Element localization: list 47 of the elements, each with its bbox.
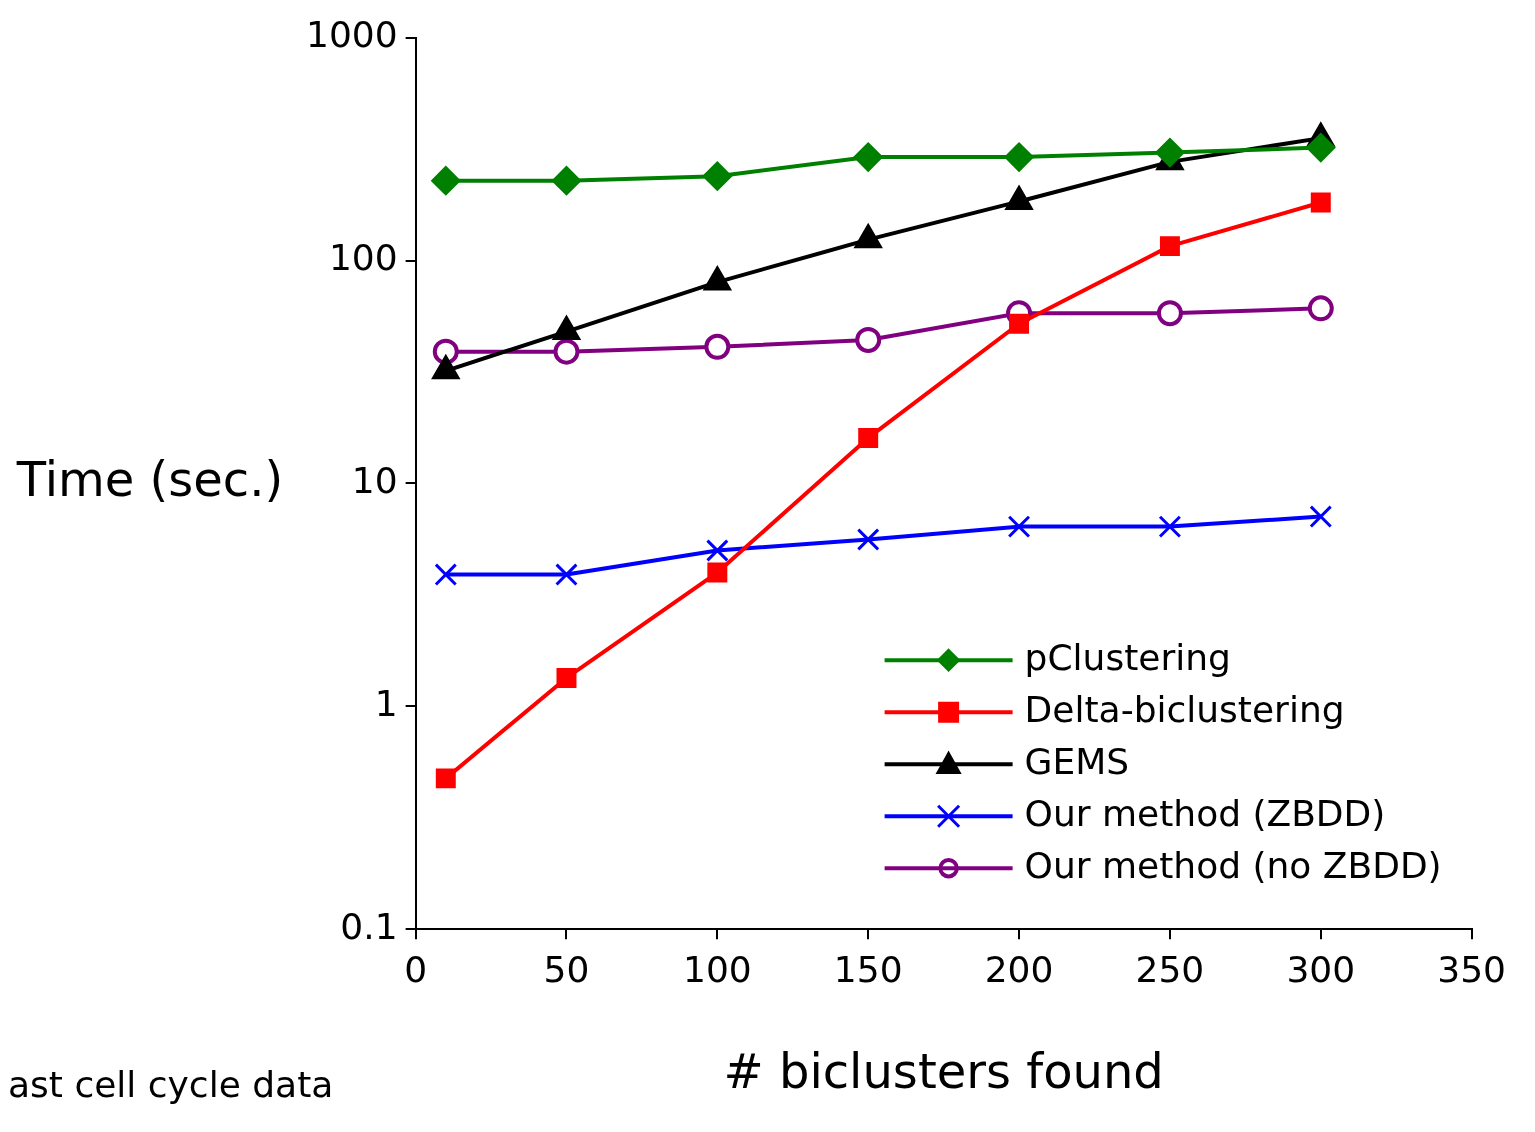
point <box>704 333 731 360</box>
point <box>1306 133 1336 163</box>
y-axis-title: Time (sec.) <box>15 450 284 507</box>
point <box>1007 515 1031 538</box>
x-tick-label: 300 <box>1286 949 1356 991</box>
point <box>1158 515 1182 538</box>
point <box>858 427 879 448</box>
legend-label: Delta-biclustering <box>1024 688 1345 730</box>
point <box>705 539 729 562</box>
point <box>1009 313 1030 334</box>
point <box>435 768 456 789</box>
legend-label: pClustering <box>1024 636 1231 678</box>
y-tick-label: 10 <box>351 459 398 501</box>
y-tick-label: 0.1 <box>340 905 398 947</box>
x-tick-label: 100 <box>682 949 752 991</box>
point <box>553 338 580 365</box>
y-tick-label: 100 <box>328 236 398 278</box>
y-tick-label: 1000 <box>305 13 398 55</box>
point <box>556 667 577 688</box>
point <box>555 563 578 586</box>
point <box>702 161 732 191</box>
point <box>431 166 461 196</box>
point <box>1155 138 1185 168</box>
point <box>1310 192 1331 213</box>
x-tick-label: 50 <box>543 949 590 991</box>
x-axis-title: # biclusters found <box>723 1042 1164 1099</box>
point <box>434 563 458 586</box>
legend-label: Our method (ZBDD) <box>1024 792 1386 834</box>
point <box>1309 505 1333 528</box>
y-tick-label: 1 <box>374 682 398 724</box>
point <box>1307 295 1334 322</box>
legend-label: GEMS <box>1024 740 1130 782</box>
point <box>551 166 581 196</box>
x-tick-label: 350 <box>1437 949 1506 991</box>
x-tick-label: 0 <box>404 949 428 991</box>
x-tick-label: 150 <box>833 949 903 991</box>
point <box>1159 236 1180 257</box>
point <box>856 528 880 551</box>
point <box>1004 142 1034 172</box>
point <box>707 562 728 583</box>
x-tick-label: 250 <box>1135 949 1205 991</box>
legend-label: Our method (no ZBDD) <box>1024 844 1442 886</box>
x-tick-label: 200 <box>984 949 1054 991</box>
point <box>855 326 882 353</box>
point <box>1156 300 1183 327</box>
point <box>853 142 883 172</box>
text: ast cell cycle data <box>8 1064 334 1106</box>
